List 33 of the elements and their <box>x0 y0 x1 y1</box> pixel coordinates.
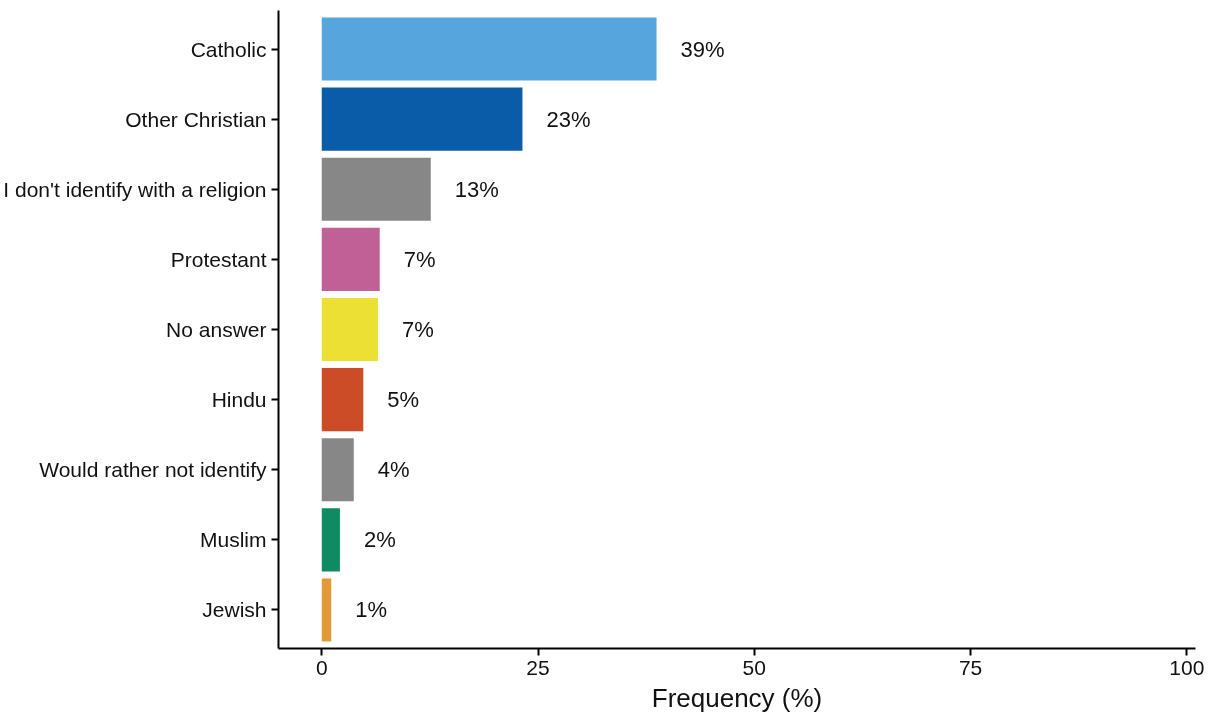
x-tick-label: 25 <box>526 655 550 679</box>
y-tick-label: Hindu <box>211 388 267 412</box>
x-tick-label: 100 <box>1169 655 1205 679</box>
bar <box>321 17 657 81</box>
y-tick-label: Would rather not identify <box>39 458 267 482</box>
bar <box>321 368 364 432</box>
data-label: 5% <box>387 387 420 413</box>
x-tick-label: 0 <box>315 655 328 679</box>
data-label: 39% <box>680 36 725 62</box>
bar <box>321 508 340 572</box>
x-axis-title: Frequency (%) <box>651 682 823 713</box>
y-tick-label: Protestant <box>170 247 267 271</box>
bar <box>321 297 378 362</box>
data-label: 13% <box>454 176 499 202</box>
data-label: 2% <box>363 527 396 553</box>
y-tick-label: No answer <box>166 318 267 341</box>
bar <box>321 578 332 642</box>
y-tick-label: Jewish <box>202 598 267 622</box>
bar <box>321 438 354 502</box>
data-label: 7% <box>403 246 436 272</box>
data-label: 4% <box>377 457 410 483</box>
x-tick-label: 50 <box>742 655 766 679</box>
bar <box>321 227 380 291</box>
data-label: 7% <box>401 317 434 342</box>
data-label: 1% <box>355 597 388 623</box>
y-tick-label: Catholic <box>190 37 267 61</box>
y-tick-label: I don't identify with a religion <box>3 177 267 201</box>
bar <box>321 87 523 151</box>
bar <box>321 157 431 221</box>
y-tick-label: Muslim <box>200 528 267 552</box>
y-tick-label: Other Christian <box>125 107 267 131</box>
x-tick-label: 75 <box>958 655 983 679</box>
data-label: 23% <box>546 106 591 132</box>
